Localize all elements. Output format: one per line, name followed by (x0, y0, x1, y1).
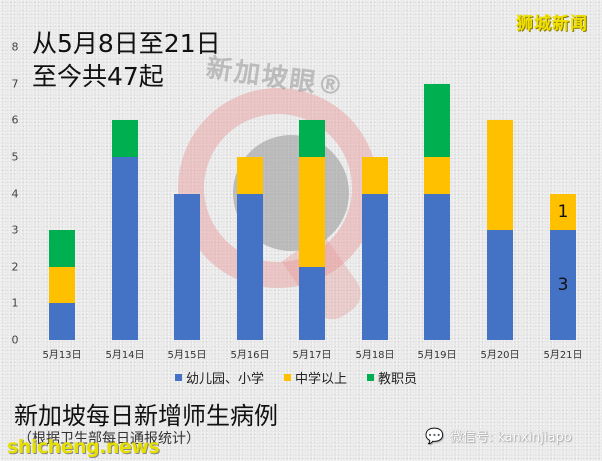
bar-segment (112, 156, 138, 340)
legend-item-secondary-above: 中学以上 (284, 368, 347, 387)
bar-stack (237, 157, 263, 340)
x-tick-label: 5月16日 (230, 350, 270, 361)
brand-logo-text: 狮城新闻 (516, 14, 588, 34)
legend: 幼儿园、小学 中学以上 教职员 (175, 368, 417, 387)
bar-stack (174, 193, 200, 340)
legend-label: 幼儿园、小学 (186, 372, 265, 387)
y-tick-label: 2 (11, 260, 19, 274)
legend-label: 教职员 (378, 372, 418, 387)
x-tick-label: 5月20日 (480, 350, 520, 361)
y-tick-label: 1 (11, 296, 19, 310)
bar-stack (424, 83, 450, 340)
bar-segment (112, 120, 138, 157)
wechat-id: 💬 微信号: kanxinjiapo (425, 426, 572, 446)
site-watermark: shicheng.news (7, 436, 160, 458)
bar-segment (424, 193, 450, 340)
legend-swatch-green (367, 374, 375, 381)
x-tick-label: 5月15日 (167, 350, 207, 361)
bar-segment (237, 193, 263, 340)
legend-label: 中学以上 (295, 372, 348, 387)
bar-segment (424, 157, 450, 194)
bar-stack (49, 230, 75, 340)
legend-item-kindergarten-primary: 幼儿园、小学 (175, 368, 264, 387)
bar-segment: 3 (550, 230, 576, 340)
y-tick-label: 5 (11, 150, 19, 164)
bar-stack (362, 157, 388, 340)
bar-segment (237, 157, 263, 194)
x-tick-label: 5月18日 (355, 350, 395, 361)
y-tick-label: 4 (11, 187, 19, 201)
bar-segment (49, 266, 75, 304)
data-label: 1 (557, 201, 569, 222)
chart-title: 新加坡每日新增师生病例 (14, 402, 278, 430)
bar-segment (362, 157, 388, 194)
legend-item-staff: 教职员 (367, 368, 417, 387)
bar-segment (49, 303, 75, 340)
bar-stack (112, 120, 138, 340)
chart-subtitle: （根据卫生部每日通报统计） (18, 431, 200, 447)
y-tick-label: 3 (11, 223, 19, 237)
bar-segment (487, 120, 513, 231)
bar-segment (299, 266, 325, 340)
bar-segment (49, 230, 75, 267)
bar-segment (424, 83, 450, 157)
bar-segment (174, 193, 200, 340)
wechat-icon: 💬 (425, 426, 444, 445)
y-tick-label: 8 (11, 40, 19, 54)
x-tick-label: 5月17日 (292, 350, 332, 361)
wechat-label: 微信号: kanxinjiapo (449, 430, 572, 445)
x-tick-label: 5月19日 (417, 350, 457, 361)
x-tick-label: 5月13日 (42, 350, 82, 361)
bar-segment (299, 120, 325, 157)
bar-segment (487, 230, 513, 340)
y-tick-label: 7 (11, 77, 19, 91)
bar-segment (362, 193, 388, 340)
y-tick-label: 6 (11, 113, 19, 127)
legend-swatch-yellow (284, 374, 292, 381)
data-label: 3 (557, 275, 569, 296)
bar-segment: 1 (550, 193, 576, 231)
y-tick-label: 0 (11, 333, 19, 347)
x-tick-label: 5月21日 (543, 350, 583, 361)
bar-stack (299, 120, 325, 340)
x-tick-label: 5月14日 (105, 350, 145, 361)
headline-date-range: 从5月8日至21日 (32, 29, 221, 58)
bar-stack (487, 120, 513, 340)
legend-swatch-blue (175, 374, 182, 381)
bar-segment (299, 157, 325, 267)
headline-total: 至今共47起 (32, 62, 164, 91)
